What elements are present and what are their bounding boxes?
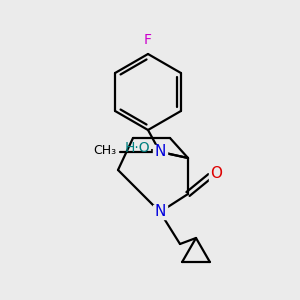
Bar	[153, 145, 167, 159]
Text: O: O	[210, 167, 222, 182]
Text: H·O: H·O	[124, 141, 150, 155]
Text: CH₃: CH₃	[93, 145, 116, 158]
Bar	[153, 205, 167, 219]
Text: F: F	[144, 33, 152, 47]
Bar	[209, 167, 223, 181]
Text: N: N	[154, 145, 166, 160]
Text: N: N	[154, 205, 166, 220]
